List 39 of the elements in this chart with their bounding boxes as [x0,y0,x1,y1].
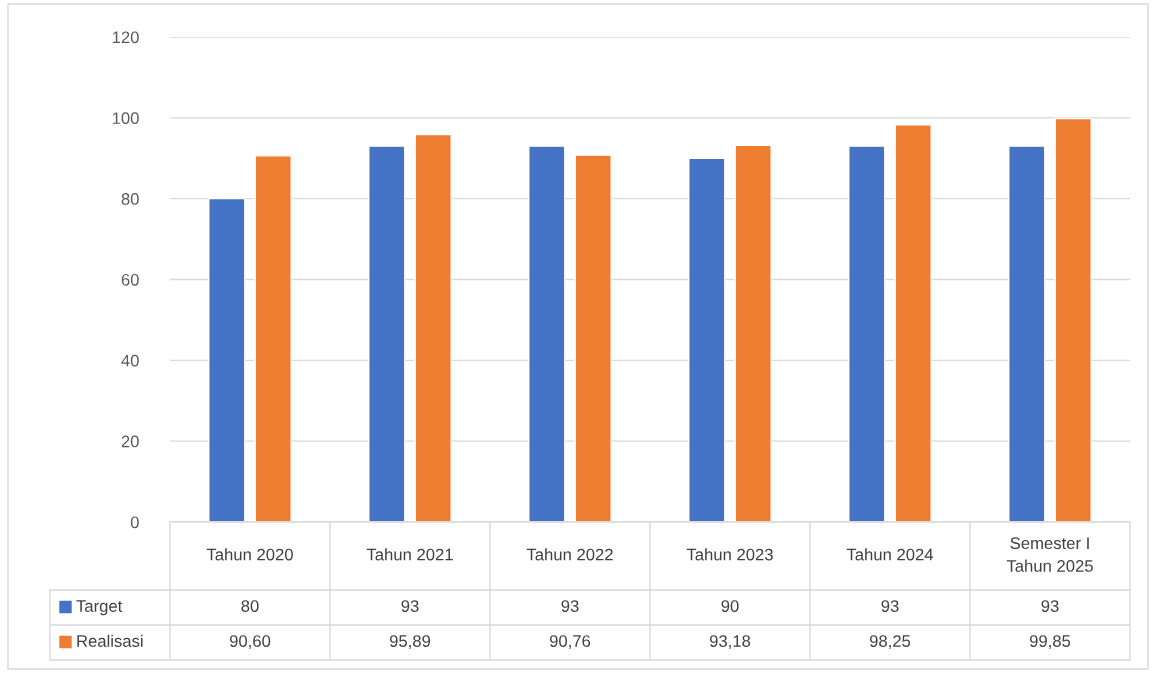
y-tick-label: 0 [130,516,139,529]
x-tick-label: Tahun 2024 [846,548,934,561]
data-label: 93 [1041,600,1059,612]
bar [208,197,246,522]
data-label: 93 [561,600,579,612]
data-label: 90,76 [549,635,591,649]
data-label: 93 [401,600,419,612]
data-label: 80 [241,600,259,612]
bar [574,154,612,522]
y-tick-label: 60 [121,273,139,286]
y-tick-label: 80 [121,193,139,205]
data-label: 90 [721,600,739,612]
data-label: 93,18 [709,635,751,649]
data-label: 90,60 [229,635,271,649]
x-tick-label: Tahun 2020 [206,548,293,561]
legend-label: Realisasi [77,634,143,647]
bar [1008,145,1046,522]
bar [688,157,726,522]
x-tick-label: Tahun 2023 [686,548,773,561]
legend-label: Target [76,600,123,616]
bar [254,155,292,522]
bar [848,145,886,522]
x-tick-label: Tahun 2022 [526,548,613,561]
data-label: 95,89 [389,635,431,649]
bar [734,144,772,522]
data-label: 93 [881,600,899,612]
y-tick-label: 100 [112,112,139,125]
y-tick-label: 120 [112,31,139,44]
bar [414,133,452,522]
data-label: 98,25 [869,635,911,649]
bar [1054,117,1092,522]
data-label: 99,85 [1029,635,1071,649]
bar [894,124,932,522]
bar [528,145,566,522]
y-tick-label: 40 [121,354,139,367]
bar [368,145,406,522]
x-tick-label: Semester I Tahun 2025 [1006,537,1093,572]
y-tick-label: 20 [121,435,139,448]
x-tick-label: Tahun 2021 [366,548,453,561]
